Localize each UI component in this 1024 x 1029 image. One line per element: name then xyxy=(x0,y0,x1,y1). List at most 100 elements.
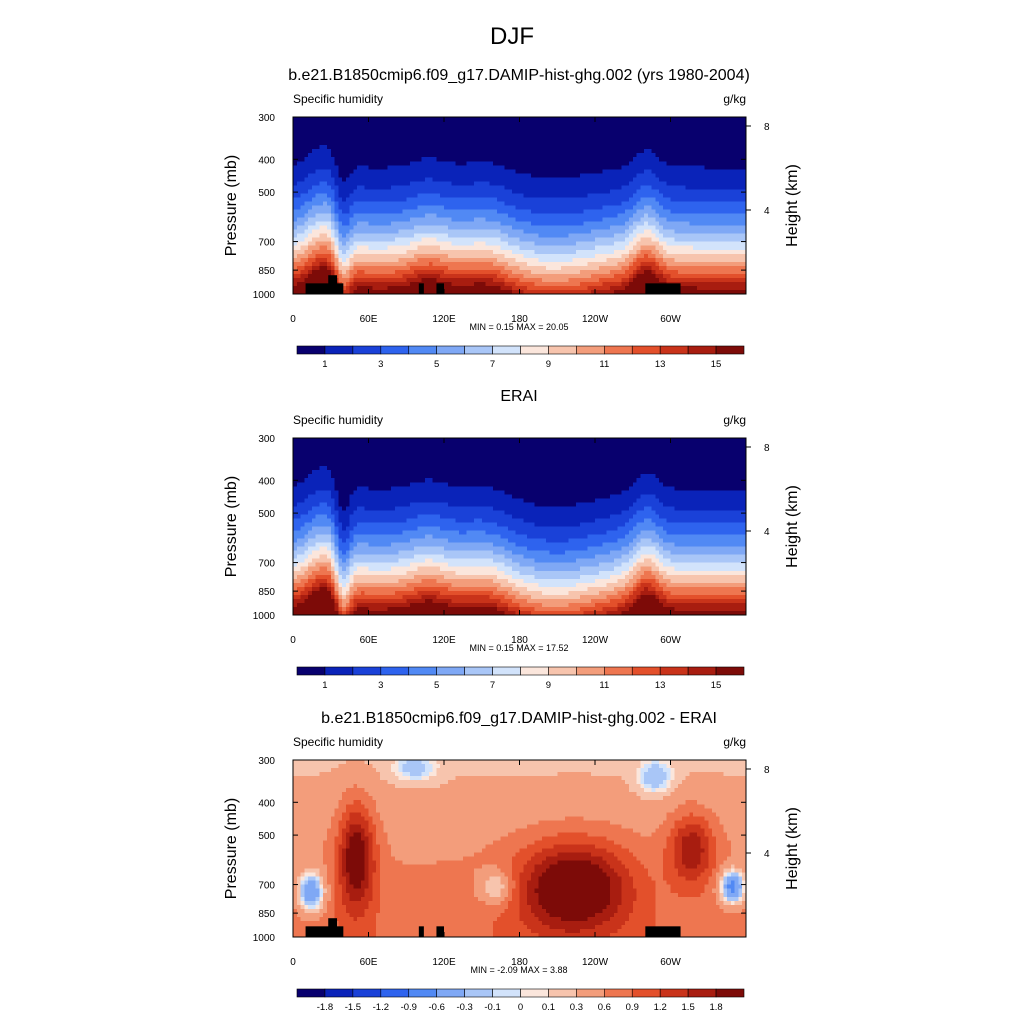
contour-cell xyxy=(312,226,316,231)
contour-cell xyxy=(640,193,644,198)
contour-cell xyxy=(410,161,414,166)
contour-cell xyxy=(357,218,361,223)
contour-cell xyxy=(455,210,459,215)
contour-cell xyxy=(686,189,690,194)
contour-cell xyxy=(444,218,448,223)
contour-cell xyxy=(587,153,591,158)
contour-cell xyxy=(557,230,561,235)
contour-cell xyxy=(304,206,308,211)
contour-cell xyxy=(346,169,350,174)
contour-cell xyxy=(587,157,591,162)
contour-cell xyxy=(323,117,327,122)
contour-cell xyxy=(520,242,524,247)
contour-cell xyxy=(440,214,444,219)
contour-cell xyxy=(489,185,493,190)
contour-cell xyxy=(369,206,373,211)
contour-cell xyxy=(520,189,524,194)
contour-cell xyxy=(418,177,422,182)
contour-cell xyxy=(497,218,501,223)
contour-cell xyxy=(486,145,490,150)
contour-cell xyxy=(421,222,425,227)
contour-cell xyxy=(625,177,629,182)
contour-cell xyxy=(406,173,410,178)
contour-cell xyxy=(572,137,576,142)
contour-cell xyxy=(433,173,437,178)
contour-cell xyxy=(406,181,410,186)
contour-cell xyxy=(452,242,456,247)
contour-cell xyxy=(327,145,331,150)
contour-cell xyxy=(550,206,554,211)
contour-cell xyxy=(618,181,622,186)
contour-cell xyxy=(474,226,478,231)
contour-cell xyxy=(535,137,539,142)
contour-cell xyxy=(735,121,739,126)
contour-cell xyxy=(406,137,410,142)
contour-cell xyxy=(599,234,603,239)
contour-cell xyxy=(372,201,376,206)
contour-cell xyxy=(644,222,648,227)
contour-cell xyxy=(712,145,716,150)
contour-cell xyxy=(659,185,663,190)
contour-cell xyxy=(557,238,561,243)
contour-cell xyxy=(418,133,422,138)
contour-cell xyxy=(693,193,697,198)
contour-cell xyxy=(421,157,425,162)
contour-cell xyxy=(731,197,735,202)
contour-cell xyxy=(697,133,701,138)
contour-cell xyxy=(727,206,731,211)
contour-cell xyxy=(369,210,373,215)
contour-cell xyxy=(697,246,701,251)
contour-cell xyxy=(648,222,652,227)
contour-cell xyxy=(429,218,433,223)
contour-cell xyxy=(399,133,403,138)
contour-cell xyxy=(497,149,501,154)
contour-cell xyxy=(708,201,712,206)
contour-cell xyxy=(557,226,561,231)
contour-cell xyxy=(606,242,610,247)
contour-cell xyxy=(323,121,327,126)
contour-cell xyxy=(384,141,388,146)
contour-cell xyxy=(459,137,463,142)
contour-cell xyxy=(463,201,467,206)
contour-cell xyxy=(387,161,391,166)
contour-cell xyxy=(561,189,565,194)
contour-cell xyxy=(610,185,614,190)
contour-cell xyxy=(380,201,384,206)
contour-cell xyxy=(335,177,339,182)
contour-cell xyxy=(704,210,708,215)
contour-cell xyxy=(444,121,448,126)
contour-cell xyxy=(686,193,690,198)
contour-cell xyxy=(459,234,463,239)
contour-cell xyxy=(576,157,580,162)
contour-cell xyxy=(418,189,422,194)
contour-cell xyxy=(644,218,648,223)
contour-cell xyxy=(565,197,569,202)
contour-cell xyxy=(701,117,705,122)
contour-cell xyxy=(421,117,425,122)
contour-cell xyxy=(701,165,705,170)
contour-cell xyxy=(637,133,641,138)
contour-cell xyxy=(410,157,414,162)
contour-cell xyxy=(414,201,418,206)
contour-cell xyxy=(738,137,742,142)
contour-cell xyxy=(304,226,308,231)
contour-cell xyxy=(535,185,539,190)
contour-cell xyxy=(486,157,490,162)
contour-cell xyxy=(399,185,403,190)
contour-cell xyxy=(436,242,440,247)
contour-cell xyxy=(440,246,444,251)
contour-cell xyxy=(712,185,716,190)
contour-cell xyxy=(493,181,497,186)
contour-cell xyxy=(402,137,406,142)
contour-cell xyxy=(603,121,607,126)
contour-cell xyxy=(406,129,410,134)
contour-cell xyxy=(486,226,490,231)
contour-cell xyxy=(402,222,406,227)
contour-cell xyxy=(625,206,629,211)
contour-cell xyxy=(704,193,708,198)
contour-cell xyxy=(391,246,395,251)
contour-cell xyxy=(304,129,308,134)
contour-cell xyxy=(663,121,667,126)
contour-cell xyxy=(553,121,557,126)
contour-cell xyxy=(576,226,580,231)
